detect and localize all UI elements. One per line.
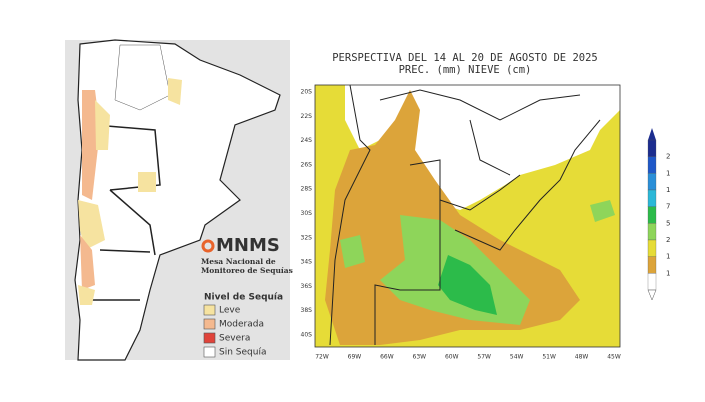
lon-label: 69W <box>348 354 362 361</box>
lon-label: 66W <box>380 354 394 361</box>
lat-label: 24S <box>301 137 313 144</box>
colorbar-label: 2 <box>666 236 670 244</box>
legend-title: Nivel de Sequía <box>204 293 283 303</box>
colorbar-segment <box>647 223 657 241</box>
borders <box>329 84 601 346</box>
lat-label: 40S <box>301 332 313 339</box>
lon-label: 63W <box>413 354 427 361</box>
map-title: PERSPECTIVA DEL 14 AL 20 DE AGOSTO DE 20… <box>332 52 598 64</box>
colorbar-label: 1 <box>666 186 670 194</box>
lat-label: 28S <box>301 186 313 193</box>
colorbar-label: 1 <box>666 253 670 261</box>
regions <box>90 124 161 301</box>
green-area <box>590 200 615 222</box>
colorbar-segment <box>647 256 657 274</box>
mild-area <box>168 78 182 105</box>
lon-label: 57W <box>477 354 491 361</box>
colorbar-label: 1 <box>666 269 670 277</box>
colorbar-label: 5 <box>666 219 670 227</box>
lon-label: 60W <box>445 354 459 361</box>
colorbar-label: 2 <box>666 153 670 161</box>
colorbar-segment <box>647 206 657 224</box>
green-area <box>340 235 365 268</box>
forecast-map <box>314 84 621 348</box>
logo: MNMS <box>216 235 280 256</box>
colorbar-segment <box>647 273 657 291</box>
lat-label: 22S <box>301 113 313 120</box>
drought-map <box>65 39 290 361</box>
map-frame <box>314 84 621 348</box>
colorbar: 2 1 1 7 5 2 1 1 <box>647 128 670 301</box>
legend-label: Sin Sequía <box>219 348 266 358</box>
legend-label: Moderada <box>219 320 264 330</box>
mild-area <box>78 285 95 305</box>
lat-label: 20S <box>301 89 313 96</box>
colorbar-segment <box>647 156 657 174</box>
argentina <box>74 39 281 361</box>
colorbar-segment <box>647 189 657 207</box>
legend-swatch <box>203 318 216 330</box>
mild-area <box>138 172 156 192</box>
logo-icon <box>201 239 215 253</box>
lon-label: 72W <box>315 354 329 361</box>
lon-label: 51W <box>542 354 556 361</box>
lat-label: 26S <box>301 161 313 168</box>
colorbar-tip <box>648 128 656 140</box>
mild-area <box>95 100 110 150</box>
lon-label: 45W <box>607 354 621 361</box>
legend-label: Severa <box>219 334 250 344</box>
mild-area <box>78 200 105 250</box>
lat-label: 34S <box>301 259 313 266</box>
legend-swatch <box>203 332 216 344</box>
moderate-area <box>80 235 95 290</box>
lat-label: 36S <box>301 283 313 290</box>
lon-label: 48W <box>575 354 589 361</box>
legend-label: Leve <box>219 306 241 316</box>
colorbar-label: 1 <box>666 169 670 177</box>
colorbar-tip <box>647 289 657 301</box>
lat-label: 30S <box>301 210 313 217</box>
lat-label: 32S <box>301 234 313 241</box>
map-subtitle: PREC. (mm) NIEVE (cm) <box>399 64 532 76</box>
wet-area <box>438 255 497 315</box>
legend-swatch <box>203 304 216 316</box>
legend: Leve Moderada Severa Sin Sequía <box>203 304 266 358</box>
colorbar-segment <box>647 239 657 257</box>
colorbar-segment <box>647 173 657 191</box>
lat-label: 38S <box>301 307 313 314</box>
org-name: Monitoreo de Sequías <box>201 266 293 275</box>
lon-label: 54W <box>510 354 524 361</box>
colorbar-label: 7 <box>666 203 670 211</box>
axes: 20S 22S 24S 26S 28S 30S 32S 34S 36S 38S 40S 72W 69W 6… <box>301 89 621 361</box>
org-name: Mesa Nacional de <box>201 257 276 266</box>
colorbar-segment <box>647 139 657 157</box>
provinces <box>114 44 171 111</box>
legend-swatch <box>203 346 216 358</box>
